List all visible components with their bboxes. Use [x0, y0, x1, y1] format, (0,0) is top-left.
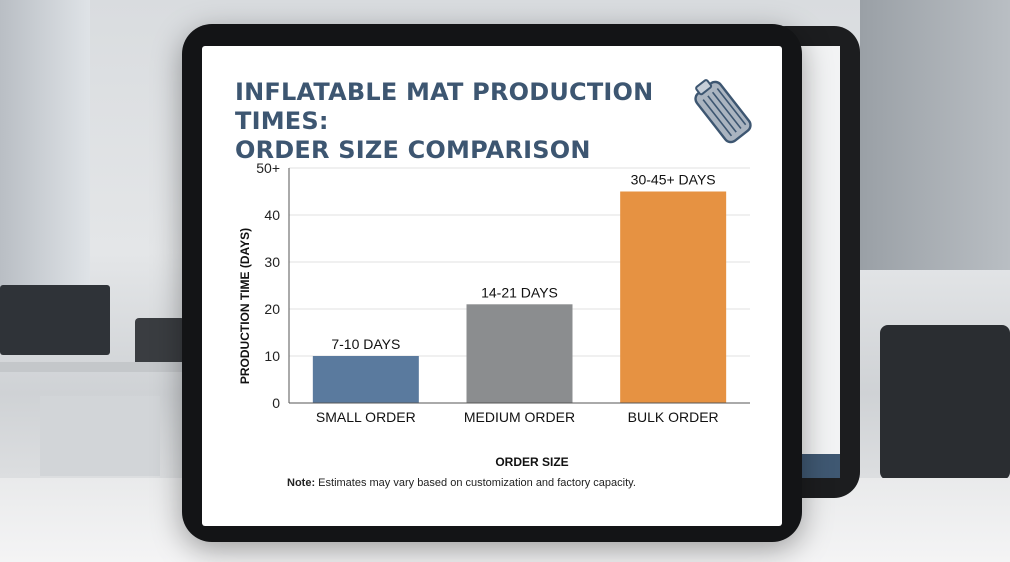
note-label: Note: [287, 477, 316, 489]
chart-title-line-2: ORDER SIZE COMPARISON [235, 136, 591, 164]
y-tick-label: 40 [264, 207, 280, 223]
background-desk [0, 362, 182, 372]
bar [312, 356, 419, 403]
x-tick-labels: SMALL ORDER MEDIUM ORDER BULK ORDER [316, 409, 719, 425]
y-tick-labels: 0 10 20 30 40 50+ [256, 160, 280, 411]
tablet-device: INFLATABLE MAT PRODUCTION TIMES: ORDER S… [182, 24, 802, 542]
background-cabinet [40, 396, 160, 476]
background-chair [135, 318, 185, 366]
x-tick-label: BULK ORDER [628, 409, 719, 425]
x-axis-label: ORDER SIZE [495, 455, 568, 469]
data-label: 7-10 DAYS [331, 336, 400, 352]
footnote: Note: Estimates may vary based on custom… [287, 477, 636, 489]
bar [620, 191, 727, 403]
background-window [0, 0, 90, 300]
y-tick-label: 10 [264, 348, 280, 364]
inflatable-mat-icon [694, 79, 752, 144]
axes [288, 168, 750, 404]
background-wall [860, 0, 1010, 270]
chart-title: INFLATABLE MAT PRODUCTION TIMES: ORDER S… [235, 78, 705, 165]
y-tick-label: 20 [264, 301, 280, 317]
y-axis-label: PRODUCTION TIME (DAYS) [238, 228, 252, 384]
bars [312, 191, 727, 403]
background-chair-right [880, 325, 1010, 480]
tablet-screen: INFLATABLE MAT PRODUCTION TIMES: ORDER S… [202, 46, 782, 526]
y-tick-label: 50+ [256, 160, 280, 176]
note-text: Estimates may vary based on customizatio… [318, 477, 636, 489]
data-labels: 7-10 DAYS 14-21 DAYS 30-45+ DAYS [331, 172, 715, 353]
bar-chart: 0 10 20 30 40 50+ SMALL ORDER MEDIUM ORDER BULK… [238, 160, 750, 469]
x-tick-label: MEDIUM ORDER [464, 409, 575, 425]
data-label: 30-45+ DAYS [631, 172, 716, 188]
chart-title-line-1: INFLATABLE MAT PRODUCTION TIMES: [235, 78, 654, 135]
y-tick-label: 0 [272, 395, 280, 411]
data-label: 14-21 DAYS [481, 284, 558, 300]
background-monitor [0, 285, 110, 355]
bar [466, 304, 573, 403]
x-tick-label: SMALL ORDER [316, 409, 416, 425]
y-tick-label: 30 [264, 254, 280, 270]
